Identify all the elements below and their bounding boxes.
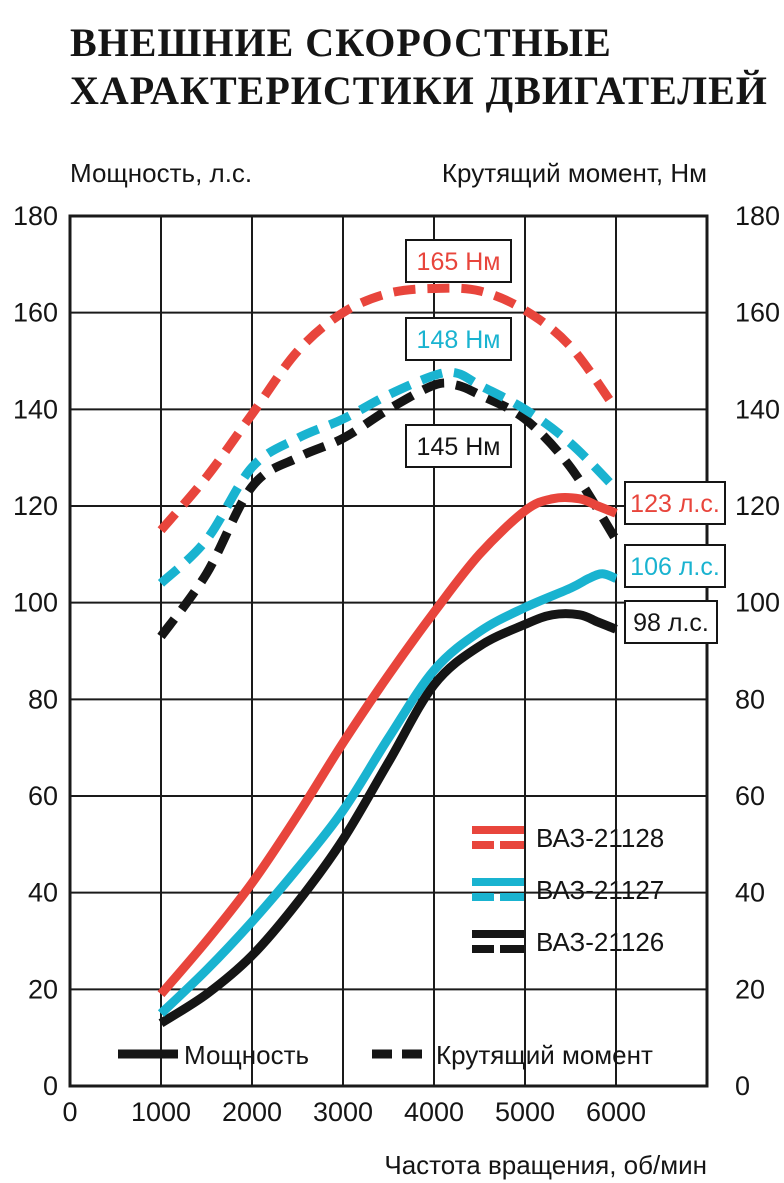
- legend-item-vaz-21127: ВАЗ-21127: [472, 875, 664, 905]
- series-line-vaz-21126-power: [158, 609, 618, 1028]
- series-line-vaz-21126-torque: [157, 378, 620, 640]
- x-tick-6000: 6000: [586, 1097, 646, 1127]
- y-tick-left-140: 140: [13, 394, 58, 424]
- x-tick-4000: 4000: [404, 1097, 464, 1127]
- legend-dash-swatch-1: [472, 841, 494, 849]
- y-tick-left-180: 180: [13, 201, 58, 231]
- callout-label: 98 л.с.: [633, 609, 709, 637]
- x-tick-2000: 2000: [222, 1097, 282, 1127]
- legend-torque-label: Крутящий момент: [436, 1040, 653, 1070]
- callout-vaz-21126-5: 98 л.с.: [624, 600, 718, 644]
- legend-item-vaz-21126: ВАЗ-21126: [472, 927, 664, 957]
- legend-label: ВАЗ-21128: [536, 823, 664, 853]
- x-tick-1000: 1000: [131, 1097, 191, 1127]
- callouts: 165 Нм 148 Нм 145 Нм 123 л.с. 106 л.с. 98 л.с…: [405, 239, 726, 644]
- y-tick-right-80: 80: [735, 684, 765, 714]
- y-axis-left-label: Мощность, л.с.: [70, 158, 252, 188]
- callout-box: [624, 481, 726, 525]
- legend-dash-swatch-1: [472, 893, 494, 901]
- legend-item-vaz-21128: ВАЗ-21128: [472, 823, 664, 853]
- legend-power-label: Мощность: [184, 1040, 309, 1070]
- x-tick-5000: 5000: [495, 1097, 555, 1127]
- y-tick-right-0: 0: [735, 1071, 750, 1101]
- y-tick-right-20: 20: [735, 974, 765, 1004]
- title-line-1: ВНЕШНИЕ СКОРОСТНЫЕ: [70, 20, 612, 65]
- callout-vaz-21127-4: 106 л.с.: [624, 544, 726, 588]
- y-tick-right-100: 100: [735, 588, 780, 618]
- callout-box: [405, 424, 512, 468]
- series-lines: [157, 283, 620, 1028]
- callout-box: [624, 544, 726, 588]
- y-tick-left-0: 0: [43, 1071, 58, 1101]
- callout-box: [405, 239, 512, 283]
- y-tick-left-120: 120: [13, 491, 58, 521]
- y-tick-left-20: 20: [28, 974, 58, 1004]
- callout-label: 148 Нм: [417, 326, 501, 354]
- x-axis-label: Частота вращения, об/мин: [384, 1150, 707, 1180]
- series-line-vaz-21127-power: [157, 569, 618, 1017]
- y-tick-right-160: 160: [735, 298, 780, 328]
- y-tick-left-100: 100: [13, 588, 58, 618]
- y-tick-left-40: 40: [28, 878, 58, 908]
- plot-frame: [68, 214, 709, 1088]
- x-tick-0: 0: [62, 1097, 77, 1127]
- callout-label: 123 л.с.: [630, 490, 720, 518]
- legend-dash-swatch-2: [500, 841, 524, 849]
- grid: [68, 214, 709, 1088]
- y-tick-right-120: 120: [735, 491, 780, 521]
- legend-label: ВАЗ-21127: [536, 875, 664, 905]
- title-line-2: ХАРАКТЕРИСТИКИ ДВИГАТЕЛЕЙ: [70, 68, 768, 113]
- callout-vaz-21128-3: 123 л.с.: [624, 481, 726, 525]
- chart-title: ВНЕШНИЕ СКОРОСТНЫЕ ХАРАКТЕРИСТИКИ ДВИГАТ…: [70, 20, 768, 113]
- y-axis-right-label: Крутящий момент, Нм: [442, 158, 707, 188]
- y-tick-right-40: 40: [735, 878, 765, 908]
- legend: ВАЗ-21128 ВАЗ-21127 ВАЗ-21126 Мощность Крутя…: [118, 823, 664, 1070]
- y-tick-right-180: 180: [735, 201, 780, 231]
- legend-item-power: Мощность: [118, 1040, 309, 1070]
- callout-box: [624, 600, 718, 644]
- legend-dash-swatch-2: [500, 945, 524, 953]
- series-line-vaz-21127-torque: [157, 367, 620, 587]
- callout-vaz-21127-1: 148 Нм: [405, 317, 512, 361]
- callout-vaz-21128-0: 165 Нм: [405, 239, 512, 283]
- legend-solid-swatch: [472, 826, 524, 834]
- callout-label: 165 Нм: [417, 248, 501, 276]
- legend-dash-swatch-1: [472, 945, 494, 953]
- legend-dash-swatch-2: [500, 893, 524, 901]
- legend-item-torque: Крутящий момент: [372, 1040, 653, 1070]
- legend-solid-swatch: [472, 878, 524, 886]
- y-tick-right-60: 60: [735, 781, 765, 811]
- series-line-vaz-21128-power: [157, 493, 618, 998]
- y-tick-left-160: 160: [13, 298, 58, 328]
- y-tick-left-60: 60: [28, 781, 58, 811]
- callout-label: 106 л.с.: [630, 553, 720, 581]
- legend-label: ВАЗ-21126: [536, 927, 664, 957]
- legend-solid-swatch: [472, 930, 524, 938]
- y-tick-left-80: 80: [28, 684, 58, 714]
- x-tick-3000: 3000: [313, 1097, 373, 1127]
- series-line-vaz-21128-torque: [157, 283, 620, 534]
- callout-box: [405, 317, 512, 361]
- callout-vaz-21126-2: 145 Нм: [405, 424, 512, 468]
- y-tick-right-140: 140: [735, 394, 780, 424]
- callout-label: 145 Нм: [417, 433, 501, 461]
